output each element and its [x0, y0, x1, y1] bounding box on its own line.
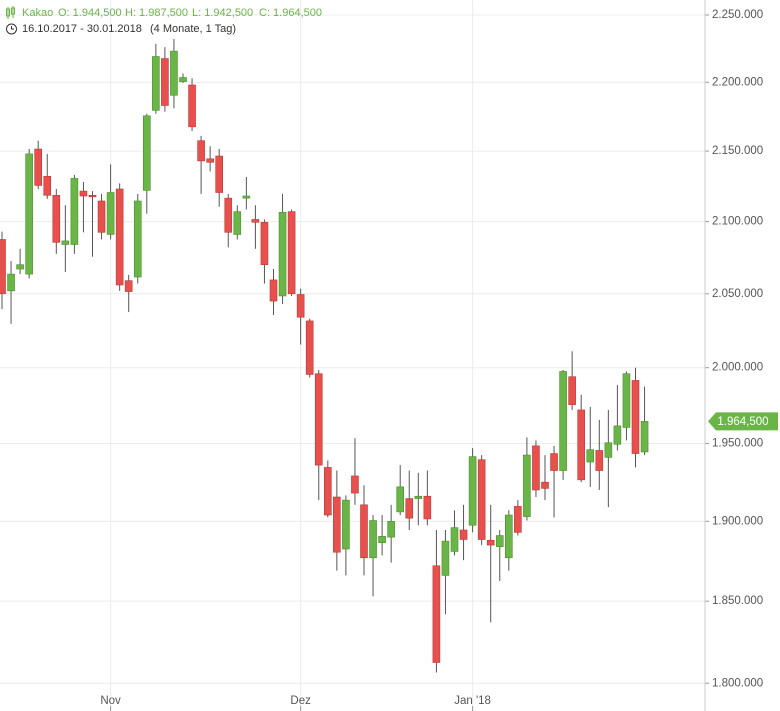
labels-layer: 1.800.000 1.850.000 1.900.000 1.950.000 2.00…: [100, 9, 778, 707]
candle-body: [43, 176, 52, 196]
candle-body: [441, 540, 450, 576]
candle-body: [7, 273, 15, 292]
candle-body: [305, 320, 314, 375]
candle-body: [88, 195, 97, 198]
last-price-label: 1.964,500: [717, 416, 768, 428]
candle-body: [188, 84, 196, 128]
candle-body: [97, 200, 106, 233]
candle-body: [523, 454, 531, 517]
candle-body: [124, 280, 133, 292]
candle-body: [387, 521, 395, 538]
candle-body: [0, 239, 6, 295]
candle-body: [432, 565, 441, 663]
candle-body: [70, 178, 79, 245]
candle-body: [514, 506, 522, 533]
candle-body: [450, 527, 459, 552]
y-tick-label: 2.000.000: [712, 362, 763, 374]
candle-body: [622, 373, 631, 428]
candle-body: [323, 467, 332, 516]
y-tick-label: 2.100.000: [712, 216, 763, 228]
candle-body: [251, 219, 260, 223]
header-open: O: 1.944,500: [58, 7, 122, 19]
candle-body: [215, 155, 223, 193]
candle-body: [260, 222, 269, 265]
candle-body: [486, 539, 495, 546]
candle-body: [396, 486, 405, 513]
marks-layer: [0, 39, 649, 673]
x-tick-label: Nov: [100, 695, 121, 707]
candle-body: [16, 264, 24, 270]
candle-body: [34, 148, 43, 186]
candle-body: [495, 535, 504, 547]
candle-body: [296, 294, 305, 318]
candle-body: [541, 481, 549, 489]
candle-body: [414, 495, 423, 499]
y-tick-label: 1.800.000: [712, 677, 763, 689]
y-tick-label: 2.250.000: [712, 9, 763, 21]
last-price-tag: [708, 412, 778, 431]
candle-body: [342, 499, 350, 550]
candle-body: [504, 514, 513, 559]
candle-body: [52, 195, 61, 243]
candle-body: [242, 195, 251, 199]
header-close: C: 1.964,500: [259, 7, 322, 19]
candle-body: [351, 475, 359, 494]
candle-body: [143, 115, 151, 191]
x-tick-label: Dez: [290, 695, 311, 707]
candle-body: [568, 376, 576, 405]
candle-body: [287, 211, 296, 295]
y-tick-label: 1.850.000: [712, 595, 763, 607]
candle-body: [206, 158, 214, 163]
instrument-name: Kakao: [22, 7, 53, 19]
candle-body: [640, 421, 649, 453]
candle-body: [161, 58, 169, 106]
candle-body: [333, 496, 341, 553]
y-tick-label: 1.900.000: [712, 515, 763, 527]
candle-body: [278, 212, 287, 297]
candle-body: [577, 409, 586, 481]
candle-body: [369, 520, 377, 559]
candle-body: [459, 529, 468, 540]
x-tick-label: Jan '18: [454, 695, 491, 707]
candle-body: [559, 371, 567, 471]
candle-body: [378, 536, 386, 543]
candle-body: [224, 197, 233, 233]
candle-body: [595, 450, 604, 471]
candle-body: [405, 498, 414, 519]
header-icons: [6, 6, 17, 35]
grid-layer: [0, 0, 709, 711]
candle-body: [179, 77, 187, 82]
candle-body: [423, 495, 432, 520]
candle-body: [197, 140, 205, 162]
candle-body: [152, 56, 160, 111]
candle-body: [360, 504, 368, 559]
candle-body: [233, 211, 242, 235]
candle-body: [613, 425, 622, 445]
candle-body: [79, 190, 88, 197]
y-tick-label: 2.150.000: [712, 145, 763, 157]
candle-body: [133, 200, 142, 278]
candle-body: [631, 380, 640, 454]
candle-body: [586, 449, 595, 463]
candle-body: [604, 442, 613, 458]
duration: (4 Monate, 1 Tag): [150, 23, 236, 35]
candle-body: [170, 50, 178, 96]
candle-body: [314, 373, 323, 466]
candle-body: [269, 279, 278, 302]
candle-body: [468, 456, 477, 526]
date-range: 16.10.2017 - 30.01.2018: [22, 23, 142, 35]
candle-body: [25, 153, 33, 275]
y-tick-label: 2.050.000: [712, 288, 763, 300]
candle-body: [532, 445, 540, 491]
header-low: L: 1.942,500: [192, 7, 253, 19]
candle-body: [550, 453, 558, 471]
header-high: H: 1.987,500: [125, 7, 188, 19]
candle-body: [115, 188, 124, 286]
candle-body: [106, 192, 115, 235]
candle-body: [477, 459, 486, 540]
y-tick-label: 1.950.000: [712, 438, 763, 450]
y-tick-label: 2.200.000: [712, 76, 763, 88]
candle-body: [61, 240, 70, 245]
